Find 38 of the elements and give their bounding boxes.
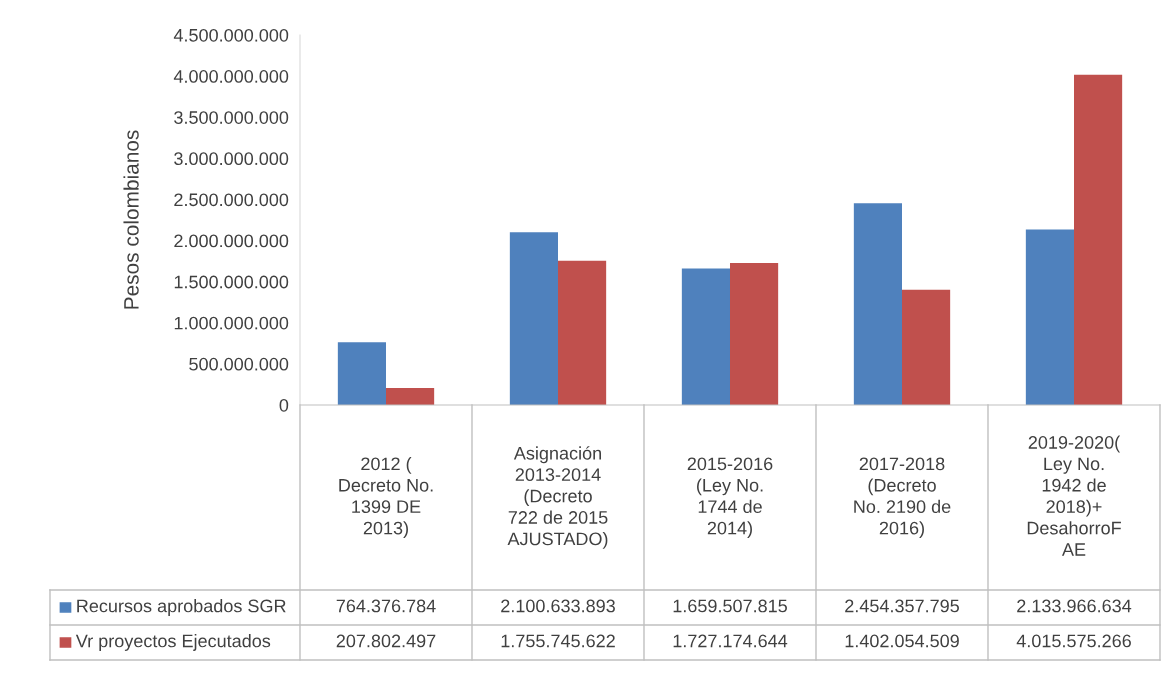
bar <box>730 262 779 405</box>
data-label: 4.015.575.266 <box>1016 634 1131 648</box>
data-label: 207.802.497 <box>336 634 436 648</box>
data-label: 2.454.357.795 <box>845 599 959 613</box>
x-tick-label: 2015-2016 (Ley No. 1744 de 2014) <box>687 457 773 539</box>
bar <box>1025 229 1074 405</box>
data-label: 1.659.507.815 <box>673 599 787 613</box>
bar <box>386 387 435 405</box>
bar <box>1074 74 1123 405</box>
legend-label: Recursos aprobados SGR <box>77 599 286 616</box>
y-tick-label: 500.000.000 <box>189 357 289 371</box>
data-label: 2.100.633.893 <box>501 599 615 613</box>
data-label: 1.727.174.644 <box>673 634 788 648</box>
y-tick-label: 4.500.000.000 <box>173 28 289 42</box>
legend-label: Vr proyectos Ejecutados <box>75 634 271 651</box>
bar <box>902 289 951 405</box>
y-tick-label: 0 <box>279 398 289 412</box>
x-tick-label: Asignación 2013-2014 (Decreto 722 de 2015 AJUSTADO) <box>507 446 608 549</box>
x-tick-label: 2017-2018 (Decreto No. 2190 de 2016) <box>854 457 951 539</box>
data-label: 2.133.966.634 <box>1017 599 1132 613</box>
y-tick-label: 3.500.000.000 <box>174 111 289 124</box>
y-axis-title: Pesos colombianos <box>123 130 139 309</box>
y-tick-label: 3.000.000.000 <box>174 152 289 166</box>
y-tick-label: 4.000.000.000 <box>173 70 289 83</box>
x-tick-label: 2012 ( Decreto No. 1399 DE 2013) <box>339 456 433 539</box>
data-label: 764.376.784 <box>336 599 436 613</box>
data-label: 1.402.054.509 <box>845 634 959 648</box>
bar <box>853 203 902 405</box>
y-tick-label: 2.000.000.000 <box>174 234 289 248</box>
y-tick-label: 2.500.000.000 <box>174 193 289 207</box>
bar <box>337 342 386 405</box>
bar <box>558 260 607 405</box>
bar <box>681 268 730 405</box>
y-tick-label: 1.000.000.000 <box>174 316 289 330</box>
y-tick-label: 1.500.000.000 <box>174 275 289 289</box>
data-label: 1.755.745.622 <box>501 634 615 648</box>
bar <box>509 232 558 405</box>
x-tick-label: 2019-2020( Ley No. 1942 de 2018)+ DesahorroF AE <box>1027 435 1121 556</box>
